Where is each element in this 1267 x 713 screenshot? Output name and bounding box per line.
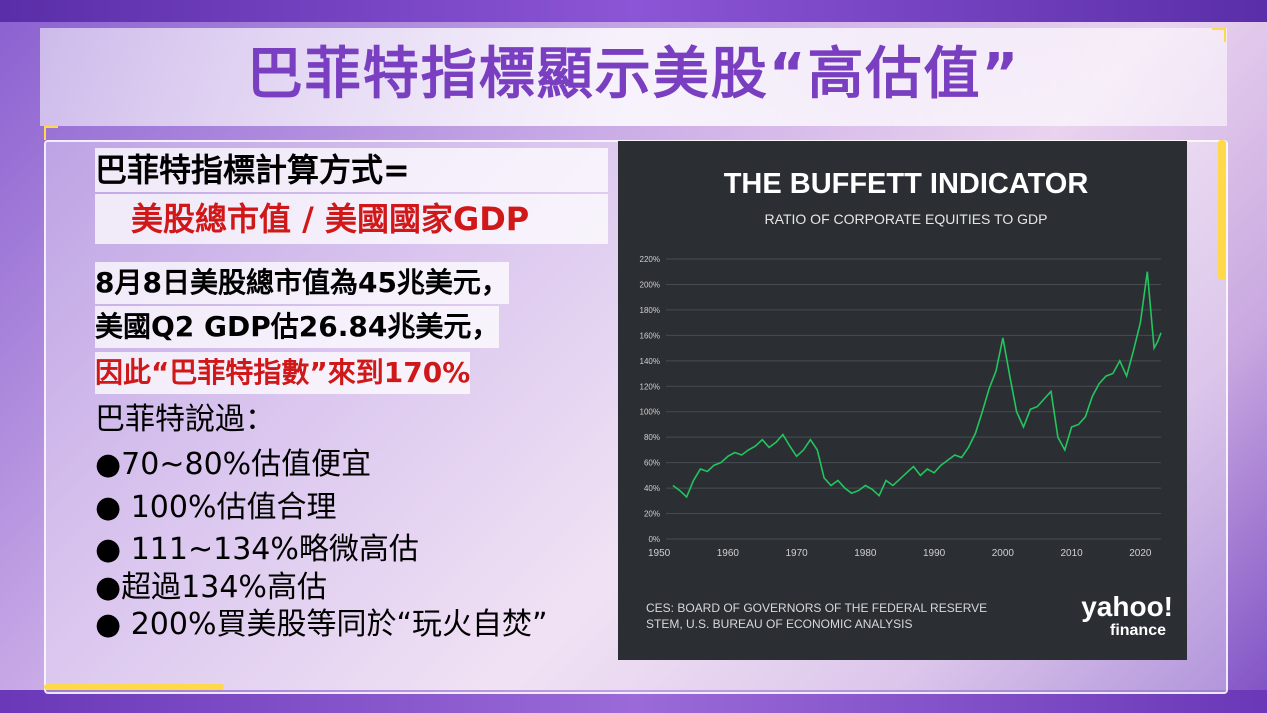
y-tick-label: 160% xyxy=(640,331,660,340)
x-tick-label: 2020 xyxy=(1129,548,1152,559)
y-tick-label: 0% xyxy=(648,535,660,544)
y-tick-label: 60% xyxy=(644,459,660,468)
y-tick-label: 220% xyxy=(640,255,660,264)
formula-line-1: 巴菲特指標計算方式= xyxy=(95,148,608,192)
y-tick-label: 40% xyxy=(644,484,660,493)
y-tick-label: 20% xyxy=(644,510,660,519)
buffett-indicator-chart: THE BUFFETT INDICATOR RATIO OF CORPORATE… xyxy=(618,141,1187,660)
frame-glow-right xyxy=(1218,140,1226,280)
top-band xyxy=(0,0,1267,22)
buffett-said-heading: 巴菲特說過： xyxy=(95,402,275,437)
yahoo-logo: yahoo! xyxy=(1081,591,1173,622)
chart-title: THE BUFFETT INDICATOR xyxy=(724,168,1089,200)
chart-source-line-1: CES: BOARD OF GOVERNORS OF THE FEDERAL R… xyxy=(646,601,987,615)
y-tick-label: 140% xyxy=(640,357,660,366)
finance-logo: finance xyxy=(1110,622,1166,639)
x-tick-label: 1990 xyxy=(923,548,946,559)
corner-mark-top-left xyxy=(44,126,58,140)
page-title: 巴菲特指標顯示美股“高估值” xyxy=(246,42,1021,107)
y-tick-label: 100% xyxy=(640,408,660,417)
y-tick-label: 200% xyxy=(640,280,660,289)
x-tick-label: 2010 xyxy=(1061,548,1084,559)
buffett-said-item: ● 100%估值合理 xyxy=(95,490,337,525)
fact-line-2: 美國Q2 GDP估26.84兆美元， xyxy=(95,306,500,348)
chart-source-line-2: STEM, U.S. BUREAU OF ECONOMIC ANALYSIS xyxy=(646,617,913,631)
y-tick-label: 120% xyxy=(640,382,660,391)
chart-ticks: 0% 20% 40% 60% 80% 100% 120% 140% 160% 180% 200% 22… xyxy=(640,255,1152,559)
frame-glow-bottom xyxy=(44,684,224,690)
title-bar xyxy=(40,28,1227,126)
buffett-said-item: ● 111~134%略微高估 xyxy=(95,532,419,567)
buffett-said-item: ● 200%買美股等同於“玩火自焚” xyxy=(95,607,548,642)
buffett-said-item: ●超過134%高估 xyxy=(95,570,327,605)
buffett-said-item: ●70~80%估值便宜 xyxy=(95,447,372,482)
formula-line-2: 美股總市值 / 美國國家GDP xyxy=(95,194,608,244)
bottom-band xyxy=(0,690,1267,713)
y-tick-label: 80% xyxy=(644,433,660,442)
x-tick-label: 2000 xyxy=(992,548,1015,559)
x-tick-label: 1980 xyxy=(854,548,877,559)
series-line xyxy=(672,271,1162,499)
x-tick-label: 1970 xyxy=(786,548,809,559)
x-tick-label: 1960 xyxy=(717,548,740,559)
chart-subtitle: RATIO OF CORPORATE EQUITIES TO GDP xyxy=(765,211,1048,227)
x-tick-label: 1950 xyxy=(648,548,671,559)
fact-line-3: 因此“巴菲特指數”來到170% xyxy=(95,352,471,394)
fact-line-1: 8月8日美股總市值為45兆美元， xyxy=(95,262,509,304)
chart-grid xyxy=(666,258,1161,540)
chart-svg: THE BUFFETT INDICATOR RATIO OF CORPORATE… xyxy=(640,168,1173,639)
corner-mark-top-right xyxy=(1212,28,1226,42)
y-tick-label: 180% xyxy=(640,306,660,315)
